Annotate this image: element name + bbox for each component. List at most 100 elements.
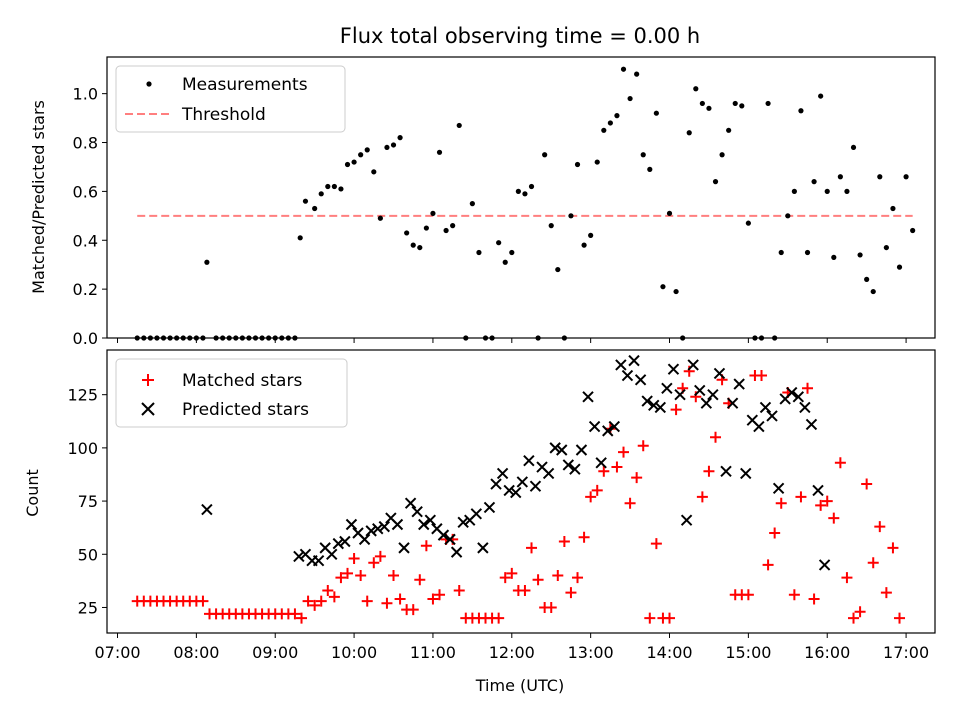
predicted-star-point (674, 388, 686, 401)
matched-star-point (558, 536, 570, 548)
predicted-star-point (654, 401, 667, 414)
measurement-point (344, 161, 351, 168)
predicted-star-point (444, 533, 456, 546)
matched-star-point (296, 612, 308, 624)
matched-star-point (815, 499, 827, 511)
measurement-point (364, 147, 370, 153)
measurement-point (627, 95, 633, 102)
measurement-point (772, 335, 778, 341)
matched-star-point (821, 495, 833, 507)
matched-star-point (644, 612, 656, 624)
matched-star-point (388, 570, 400, 582)
predicted-star-point (510, 486, 522, 499)
top-y-tick-label: 0.4 (73, 231, 98, 250)
predicted-star-point (818, 559, 831, 571)
predicted-star-point (339, 535, 351, 548)
measurement-point (620, 66, 627, 72)
matched-star-point (788, 589, 800, 601)
measurement-point (377, 215, 383, 221)
measurement-point (404, 230, 410, 236)
measurement-point (180, 335, 186, 341)
measurement-point (824, 188, 830, 194)
predicted-star-point (411, 506, 423, 518)
bottom-y-ticks: 25 50 75 100 125 (67, 386, 107, 617)
measurement-point (279, 335, 285, 341)
matched-star-point (348, 553, 360, 565)
predicted-star-point (805, 418, 818, 431)
measurement-point (785, 213, 791, 219)
matched-star-point (631, 472, 643, 484)
predicted-star-point (661, 382, 673, 395)
measurement-point (397, 135, 403, 141)
matched-star-point (493, 612, 505, 624)
measurement-point (436, 149, 443, 155)
top-x-ticks (117, 338, 907, 343)
bottom-x-tick-label: 08:00 (173, 643, 219, 662)
predicted-star-point (720, 465, 732, 477)
measurement-point (706, 105, 712, 111)
matched-star-point (519, 584, 531, 596)
matched-star-point (710, 431, 722, 443)
bottom-x-tick-label: 11:00 (410, 643, 456, 662)
measurement-point (410, 242, 416, 248)
predicted-star-point (615, 359, 627, 371)
measurement-point (528, 183, 535, 190)
measurement-point (588, 232, 594, 238)
matched-star-point (848, 612, 860, 624)
predicted-star-point (529, 480, 542, 492)
matched-star-point (887, 542, 899, 554)
measurement-point (607, 120, 613, 126)
predicted-star-point (201, 503, 213, 516)
measurement-point (200, 335, 206, 341)
bottom-x-tick-label: 09:00 (252, 643, 298, 662)
measurement-point (864, 276, 870, 282)
bottom-y-tick-label: 75 (78, 492, 98, 511)
matched-star-point (637, 440, 649, 452)
matched-star-point (322, 584, 334, 596)
matched-star-point (861, 478, 873, 490)
measurement-point (384, 144, 390, 151)
matched-star-point (703, 465, 715, 477)
predicted-star-point (786, 386, 798, 399)
measurement-point (160, 335, 167, 341)
measurement-point (719, 152, 725, 158)
matched-star-point (828, 512, 840, 524)
measurement-point (693, 86, 699, 92)
bottom-x-tick-label: 17:00 (883, 643, 929, 662)
measurement-point (469, 201, 475, 207)
measurement-point (712, 179, 719, 185)
predicted-star-point (457, 516, 469, 529)
matched-star-point (545, 601, 557, 613)
measurement-point (883, 244, 889, 251)
measurement-point (239, 335, 245, 341)
measurement-point (666, 210, 673, 216)
predicted-star-point (792, 391, 805, 403)
predicted-star-point (680, 514, 693, 526)
measurement-point (673, 288, 679, 295)
matched-star-point (598, 465, 610, 477)
legend-threshold-label: Threshold (181, 105, 266, 125)
measurement-point (903, 174, 909, 180)
measurement-point (496, 240, 502, 246)
measurement-point (187, 335, 193, 341)
top-chart-title: Flux total observing time = 0.00 h (340, 24, 700, 48)
matched-star-point (585, 491, 597, 503)
measurement-point (896, 264, 903, 270)
predicted-star-point (799, 401, 811, 414)
matched-star-point (696, 491, 708, 503)
predicted-star-point (365, 525, 377, 537)
measurement-point (476, 249, 482, 256)
predicted-star-point (556, 444, 568, 456)
matched-star-point (611, 461, 623, 473)
predicted-star-point (569, 463, 581, 475)
bottom-y-tick-label: 25 (78, 598, 98, 617)
measurement-point (423, 225, 429, 231)
predicted-star-point (503, 484, 515, 497)
measurement-point (614, 113, 620, 119)
measurement-point (358, 152, 364, 158)
measurement-point (325, 183, 331, 190)
matched-star-point (880, 587, 892, 599)
predicted-star-point (772, 482, 785, 495)
predicted-star-point (648, 399, 660, 412)
matched-star-point (650, 538, 662, 550)
